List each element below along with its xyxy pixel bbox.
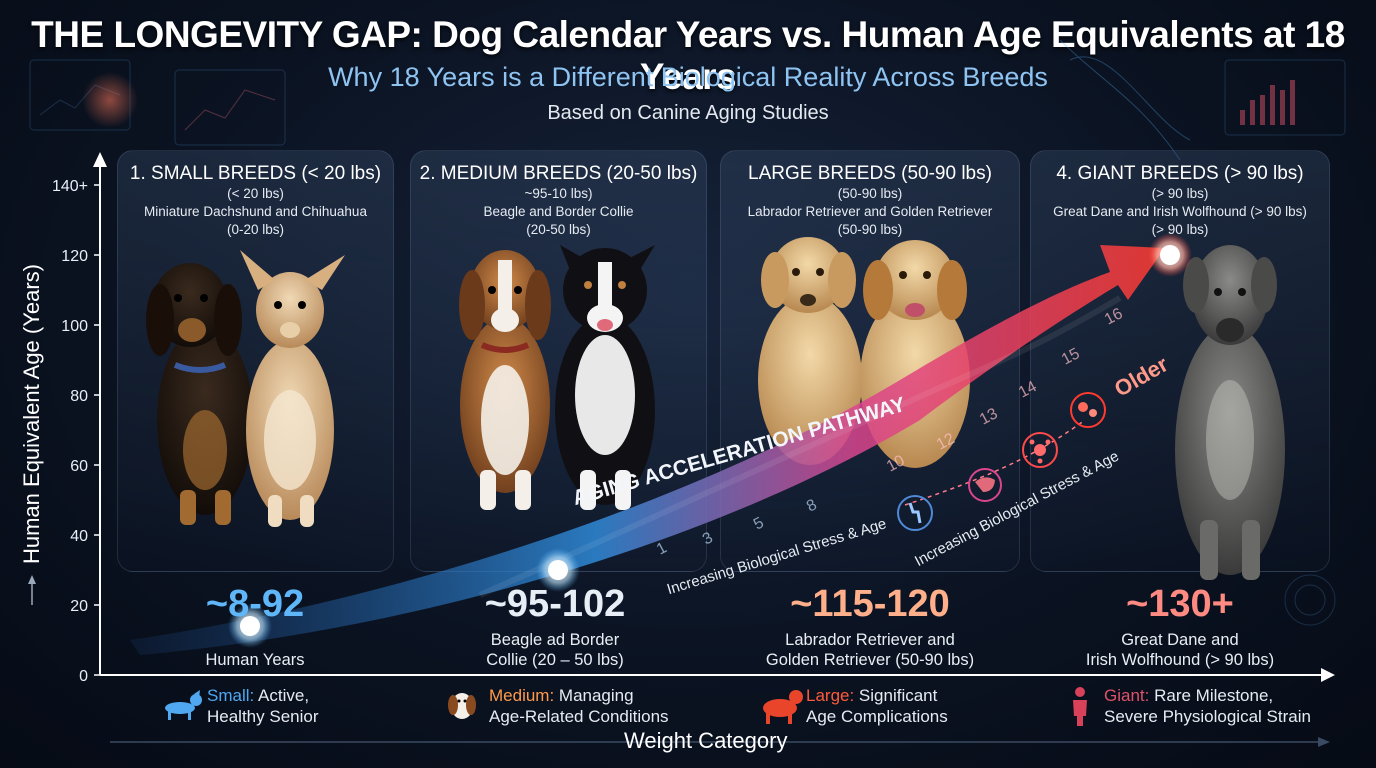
year-mark: 16 [1102,305,1126,328]
y-tick-label: 80 [70,388,88,405]
footer-text: Age Complications [806,707,948,726]
chart-subtitle: Why 18 Years is a Different Biological R… [328,62,1048,92]
caption-line: Golden Retriever (50-90 lbs) [765,651,975,669]
x-axis-label: Weight Category [624,728,788,753]
panel-weight-note: (0-20 lbs) [226,222,285,237]
value-medium-caption: Beagle ad Border Collie (20 – 50 lbs) [440,630,670,670]
panel-breeds: Beagle and Border Collie [483,204,634,219]
dachshund-illustration [146,263,253,525]
y-axis-arrowhead [93,152,107,167]
year-mark: 12 [934,430,958,453]
value-medium: ~95-102 [484,583,626,625]
stress-dashed-line [904,419,1086,506]
caption-line: Great Dane and [1121,631,1239,649]
chart-title: THE LONGEVITY GAP: Dog Calendar Years vs… [31,14,1345,97]
great-dane-illustration [1175,245,1285,580]
value-giant-caption: Great Dane and Irish Wolfhound (> 90 lbs… [1060,630,1300,670]
x-axis-arrowhead [1321,668,1335,682]
footer-text: Rare Milestone, [1149,686,1274,705]
panel-breeds: Great Dane and Irish Wolfhound (> 90 lbs… [1053,204,1307,219]
y-tick-label: 0 [79,668,88,685]
value-small-caption: Human Years [160,650,350,670]
small-dog-icon [165,690,202,720]
footer-key: Small: [207,686,255,705]
panel-breeds: Miniature Dachshund and Chihuahua [144,204,367,219]
footer-text: Active, [254,686,310,705]
y-tick-label: 120 [61,248,88,265]
value-large: ~115-120 [790,583,950,625]
panel-weight-range: (< 20 lbs) [227,186,284,201]
year-mark: 10 [884,452,908,475]
cells-icon [1070,392,1106,428]
footer-text: Age-Related Conditions [489,707,669,726]
caption-line: Irish Wolfhound (> 90 lbs) [1085,651,1275,669]
y-tick-label: 40 [70,528,88,545]
data-point-medium [548,560,568,580]
panel-weight-range: (> 90 lbs) [1151,186,1209,201]
caption-line: Collie (20 – 50 lbs) [486,651,624,669]
y-tick-label: 60 [70,458,88,475]
border-collie-illustration [555,245,655,510]
panel-title: 1. SMALL BREEDS (< 20 lbs) [129,163,382,184]
joint-icon [897,495,933,531]
data-point-small [240,616,260,636]
virus-icon [1022,432,1058,468]
caption-line: Human Years [205,651,305,669]
footer-giant: Giant: Rare Milestone, Severe Physiologi… [1104,685,1311,727]
beagle-icon [448,693,476,719]
panel-weight-note: (> 90 lbs) [1151,222,1209,237]
data-point-giant [1160,245,1180,265]
footer-text: Severe Physiological Strain [1104,707,1311,726]
panel-title: LARGE BREEDS (50-90 lbs) [748,163,992,184]
footer-large: Large: Significant Age Complications [806,685,948,727]
year-mark: 14 [1016,378,1040,401]
year-mark: 15 [1059,345,1083,368]
footer-small: Small: Active, Healthy Senior [207,685,319,727]
value-giant: ~130+ [1126,583,1234,625]
large-dog-icon [763,690,803,724]
footer-text: Managing [554,686,634,705]
chihuahua-illustration [240,250,345,527]
year-mark: 13 [977,405,1001,428]
panel-breeds: Labrador Retriever and Golden Retriever [747,204,993,219]
y-tick-label: 20 [70,598,88,615]
panel-weight-note: (50-90 lbs) [837,222,903,237]
footer-key: Giant: [1104,686,1150,705]
caption-line: Beagle ad Border [490,631,620,649]
panel-weight-note: (20-50 lbs) [526,222,591,237]
caption-line: Labrador Retriever and [785,631,955,649]
footer-text: Healthy Senior [207,707,319,726]
footer-key: Large: [806,686,855,705]
panel-weight-range: ~95-10 lbs) [524,186,593,201]
y-tick-label: 100 [61,318,88,335]
footer-medium: Medium: Managing Age-Related Conditions [489,685,669,727]
panel-small-breeds: 1. SMALL BREEDS (< 20 lbs) (< 20 lbs) Mi… [117,150,394,572]
y-tick-label: 140+ [52,178,88,195]
value-large-caption: Labrador Retriever and Golden Retriever … [740,630,1000,670]
panel-title: 4. GIANT BREEDS (> 90 lbs) [1056,163,1304,184]
value-small: ~8-92 [205,583,305,625]
beagle-illustration [459,250,551,510]
liver-icon [968,468,1002,502]
panel-title: 2. MEDIUM BREEDS (20-50 lbs) [419,163,698,184]
panel-weight-range: (50-90 lbs) [837,186,903,201]
chart-source-note: Based on Canine Aging Studies [547,102,829,124]
footer-text: Significant [854,686,938,705]
human-figure-icon [1073,687,1087,726]
footer-key: Medium: [489,686,555,705]
